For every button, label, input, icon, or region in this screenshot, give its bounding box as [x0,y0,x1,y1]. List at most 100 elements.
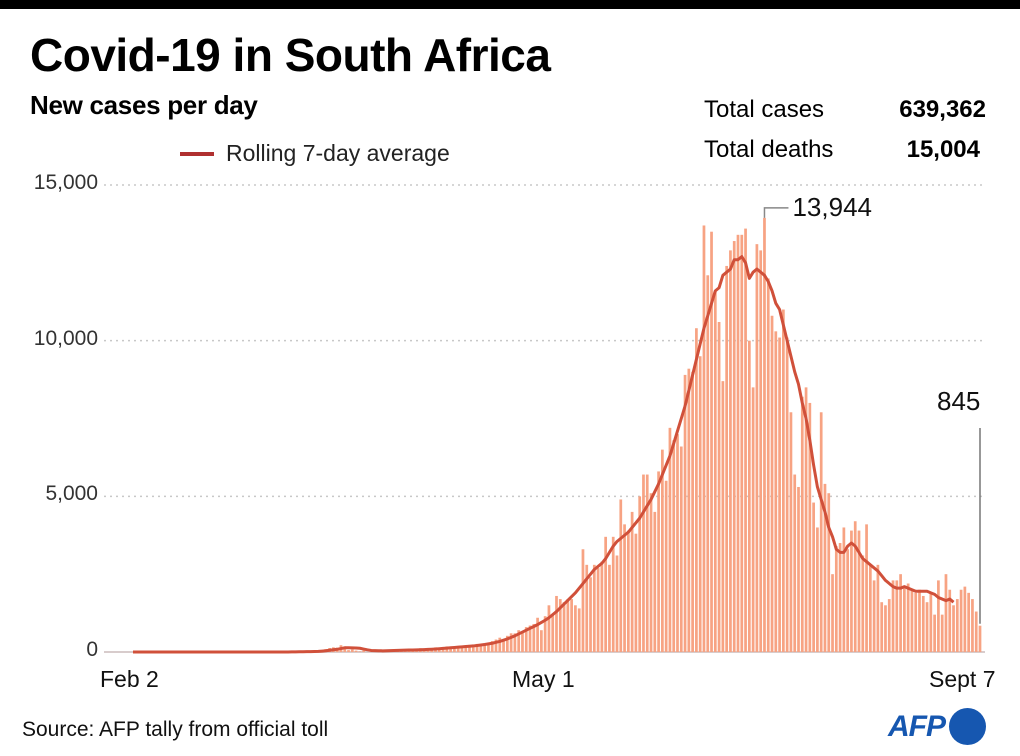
bar-daily-cases [657,471,660,652]
bar-daily-cases [800,396,804,652]
bar-daily-cases [842,527,846,652]
totals-panel: Total cases 639,362 Total deaths 15,004 [704,90,986,170]
legend-label: Rolling 7-day average [226,140,450,166]
bar-daily-cases [763,217,766,652]
bar-daily-cases [710,231,713,652]
bar-daily-cases [638,496,642,652]
bar-daily-cases [479,644,483,652]
bar-daily-cases [831,574,834,652]
bar-daily-cases [717,321,721,652]
bar-daily-cases [547,605,551,652]
bar-daily-cases [861,555,865,652]
rolling-average-line [133,255,955,654]
bar-daily-cases [884,605,887,652]
latest-annotation-label: 845 [937,386,981,416]
bar-daily-cases [914,592,918,652]
bar-daily-cases [895,580,899,652]
peak-annotation-label: 13,944 [792,191,872,222]
bar-daily-cases [850,530,853,652]
y-tick-label: 15,000 [33,171,98,194]
bar-daily-cases [876,564,880,652]
bar-daily-cases [524,627,528,652]
bar-daily-cases [766,278,770,652]
bar-daily-cases [955,599,959,652]
legend-line-swatch [180,151,214,156]
bar-daily-cases [695,328,698,652]
bar-daily-cases [483,643,487,652]
bar-daily-cases [543,616,547,652]
bar-daily-cases [978,625,982,652]
bar-daily-cases [354,650,358,652]
total-cases-label: Total cases [704,96,825,123]
chart-title: Covid-19 in South Africa [30,29,551,81]
bar-daily-cases [634,533,638,652]
bar-daily-cases [630,511,634,652]
x-tick-label: May 1 [512,666,575,692]
bar-daily-cases [865,524,868,652]
bar-daily-cases [910,589,914,652]
bar-daily-cases [490,641,494,652]
bar-daily-cases [755,244,759,652]
bar-daily-cases [785,337,789,652]
bar-daily-cases [804,387,808,652]
bar-daily-cases [751,387,755,652]
y-tick-label: 5,000 [45,482,98,506]
bar-daily-cases [827,493,831,652]
bar-daily-cases [672,440,676,652]
bar-daily-cases [471,645,475,652]
bar-daily-cases [729,250,732,652]
bar-daily-cases [577,608,581,652]
bar-daily-cases [793,474,797,652]
bar-daily-cases [661,449,664,652]
x-tick-label: Sept 7 [929,666,996,692]
bar-daily-cases [623,524,626,652]
bar-daily-cases [608,564,611,652]
bar-daily-cases [721,381,725,652]
bar-daily-cases [725,265,729,652]
y-tick-label: 0 [86,638,98,661]
bar-daily-cases [740,234,744,652]
bar-daily-cases [687,368,691,652]
bar-daily-cases [475,643,479,652]
bar-daily-cases [611,536,615,652]
bar-daily-cases [774,331,778,652]
bar-daily-cases [971,599,974,652]
bar-daily-cases [521,631,524,652]
bar-daily-cases [460,646,464,652]
bar-daily-cases [937,580,940,652]
bar-daily-cases [974,611,978,652]
bar-daily-cases [558,599,562,652]
bar-daily-cases [967,592,971,652]
chart-subtitle: New cases per day [30,90,258,120]
bar-daily-cases [562,602,566,652]
afp-logo-text: AFP [888,709,946,743]
bar-daily-cases [509,633,513,652]
bar-daily-cases [940,614,944,652]
bar-daily-cases [706,275,710,652]
afp-logo: AFP [888,708,986,745]
bar-daily-cases [581,549,585,652]
bar-daily-cases [453,647,456,652]
bar-daily-cases [642,474,645,652]
bar-daily-cases [653,511,657,652]
bar-daily-cases [736,234,740,652]
bar-daily-cases [823,483,827,652]
source-note: Source: AFP tally from official toll [22,718,329,741]
bar-daily-cases [456,646,460,652]
bar-daily-cases [899,574,902,652]
bar-daily-cases [868,564,872,652]
bar-daily-cases [918,589,921,652]
legend: Rolling 7-day average [180,140,450,167]
bar-daily-cases [959,589,963,652]
bar-daily-cases [487,642,490,652]
total-cases-value: 639,362 [899,96,986,123]
total-deaths-value: 15,004 [906,136,980,163]
bar-daily-cases [713,290,717,652]
bar-daily-cases [441,647,445,652]
bar-daily-cases [600,561,604,652]
bar-daily-cases [963,586,967,652]
bar-daily-cases [350,649,354,652]
total-deaths-label: Total deaths [704,136,834,163]
bar-daily-cases [952,605,955,652]
bar-daily-cases [679,446,683,652]
